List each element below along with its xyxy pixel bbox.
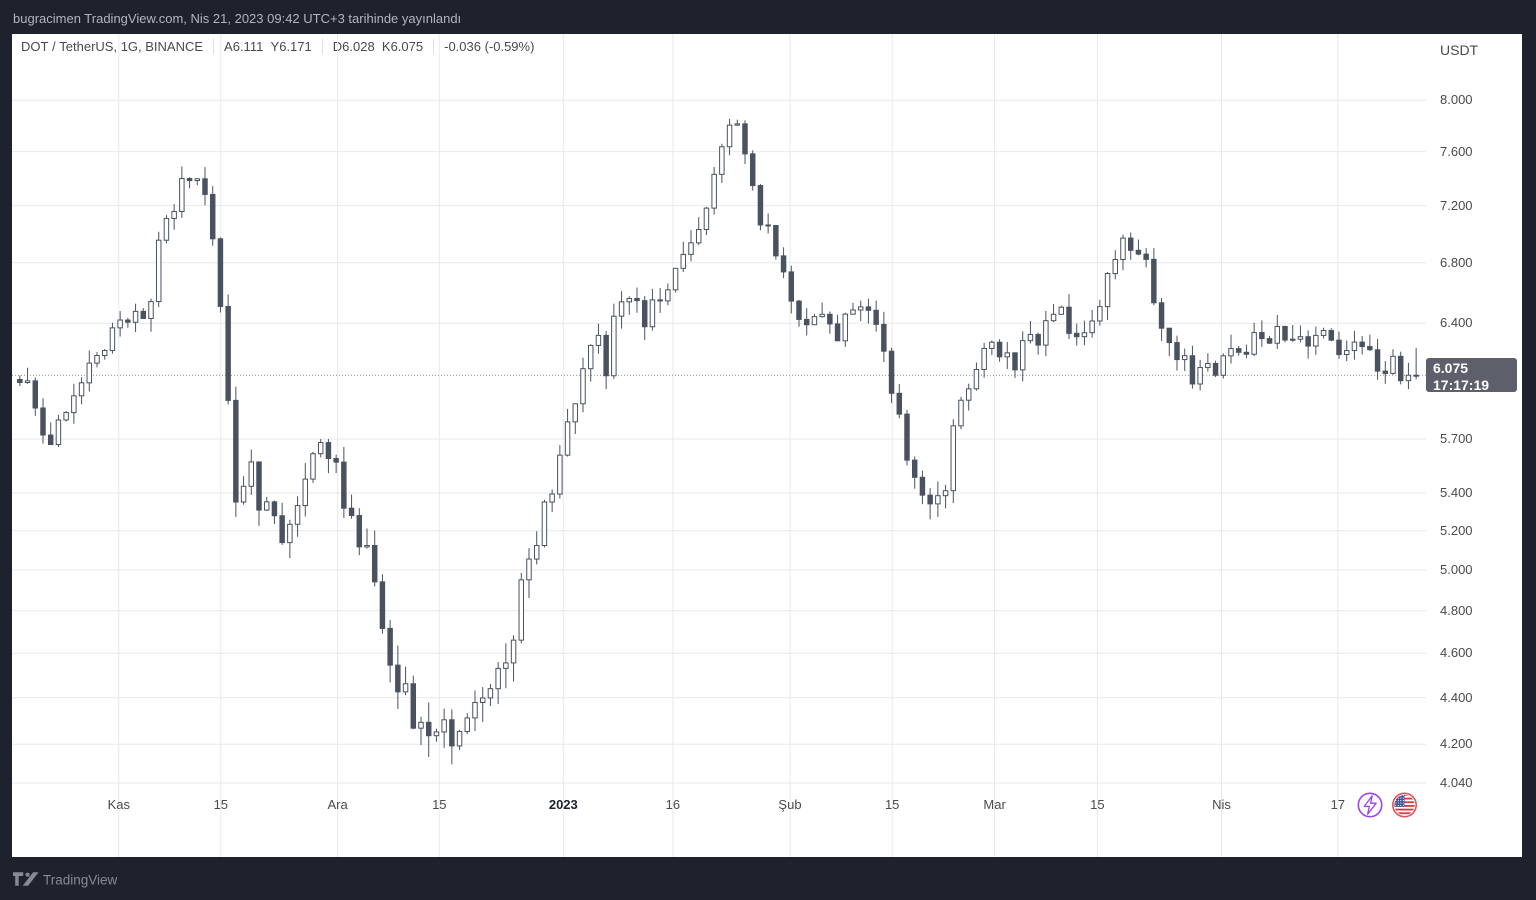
svg-text:TradingView: TradingView	[43, 872, 118, 887]
